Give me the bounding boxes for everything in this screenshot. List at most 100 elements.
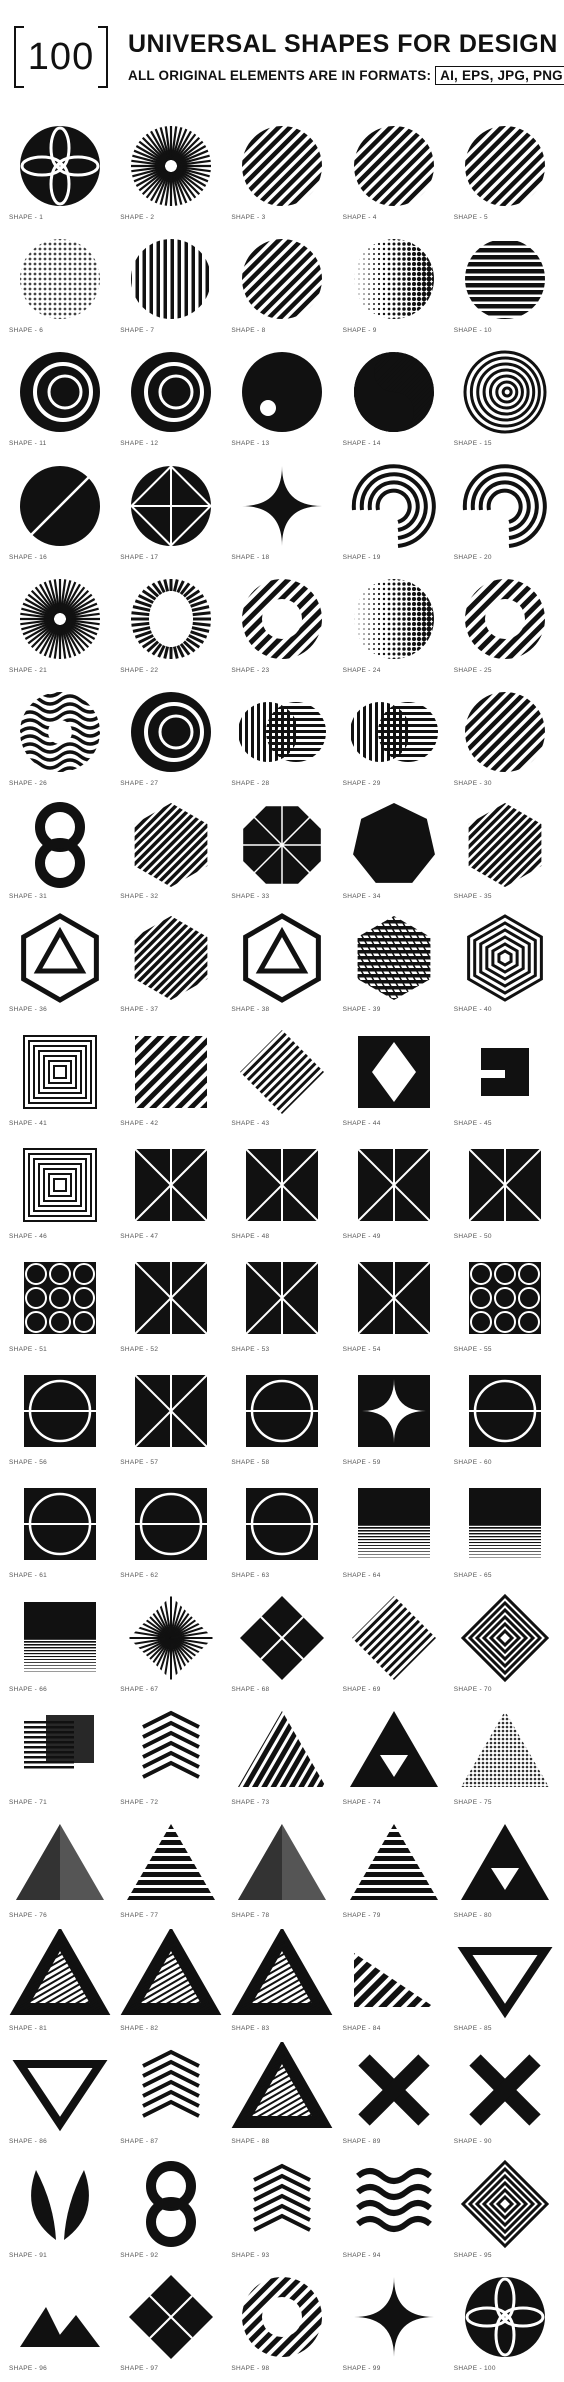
shape-graphic (4, 1703, 116, 1799)
shape-label: SHAPE - 64 (343, 1572, 381, 1579)
shape-label: SHAPE - 26 (9, 780, 47, 787)
shape-graphic (115, 571, 227, 667)
shape-label: SHAPE - 22 (120, 667, 158, 674)
shape-cell: SHAPE - 51 (4, 1250, 116, 1362)
shape-graphic (226, 344, 338, 440)
shape-graphic (115, 1137, 227, 1233)
shape-cell: SHAPE - 58 (226, 1363, 338, 1475)
shape-label: SHAPE - 83 (231, 2025, 269, 2032)
shape-graphic (115, 2042, 227, 2138)
shape-cell: SHAPE - 23 (226, 571, 338, 683)
shape-label: SHAPE - 58 (231, 1459, 269, 1466)
shape-label: SHAPE - 81 (9, 2025, 47, 2032)
shape-label: SHAPE - 6 (9, 327, 43, 334)
shape-graphic (449, 1363, 561, 1459)
shape-cell: SHAPE - 41 (4, 1024, 116, 1136)
shape-label: SHAPE - 56 (9, 1459, 47, 1466)
shape-cell: SHAPE - 13 (226, 344, 338, 456)
shape-cell: SHAPE - 62 (115, 1476, 227, 1588)
shape-graphic (449, 910, 561, 1006)
shape-graphic (226, 1476, 338, 1572)
shape-cell: SHAPE - 88 (226, 2042, 338, 2154)
shape-label: SHAPE - 70 (454, 1686, 492, 1693)
shape-label: SHAPE - 43 (231, 1120, 269, 1127)
shape-cell: SHAPE - 71 (4, 1703, 116, 1815)
shape-graphic (449, 2042, 561, 2138)
shape-cell: SHAPE - 90 (449, 2042, 561, 2154)
shape-graphic (338, 344, 450, 440)
shape-graphic (115, 1590, 227, 1686)
shape-graphic (338, 1816, 450, 1912)
shape-graphic (449, 1250, 561, 1346)
shape-label: SHAPE - 4 (343, 214, 377, 221)
shape-graphic (226, 231, 338, 327)
shape-cell: SHAPE - 12 (115, 344, 227, 456)
shape-cell: SHAPE - 32 (115, 797, 227, 909)
shape-cell: SHAPE - 82 (115, 1929, 227, 2041)
shape-graphic (226, 910, 338, 1006)
shape-label: SHAPE - 16 (9, 554, 47, 561)
shape-cell: SHAPE - 63 (226, 1476, 338, 1588)
shape-label: SHAPE - 77 (120, 1912, 158, 1919)
shape-label: SHAPE - 28 (231, 780, 269, 787)
shape-label: SHAPE - 57 (120, 1459, 158, 1466)
shape-label: SHAPE - 42 (120, 1120, 158, 1127)
shape-label: SHAPE - 79 (343, 1912, 381, 1919)
shape-label: SHAPE - 1 (9, 214, 43, 221)
shape-graphic (115, 458, 227, 554)
shape-cell: SHAPE - 2 (115, 118, 227, 230)
shape-graphic (449, 1137, 561, 1233)
shape-label: SHAPE - 18 (231, 554, 269, 561)
shape-graphic (4, 1024, 116, 1120)
shape-label: SHAPE - 91 (9, 2252, 47, 2259)
shape-label: SHAPE - 11 (9, 440, 47, 447)
shape-cell: SHAPE - 16 (4, 458, 116, 570)
shape-graphic (226, 797, 338, 893)
shape-graphic (4, 1816, 116, 1912)
shape-cell: SHAPE - 17 (115, 458, 227, 570)
shape-cell: SHAPE - 40 (449, 910, 561, 1022)
shape-label: SHAPE - 84 (343, 2025, 381, 2032)
shape-label: SHAPE - 92 (120, 2252, 158, 2259)
shape-graphic (4, 910, 116, 1006)
shape-cell: SHAPE - 18 (226, 458, 338, 570)
shape-graphic (449, 1929, 561, 2025)
shape-cell: SHAPE - 28 (226, 684, 338, 796)
shape-label: SHAPE - 96 (9, 2365, 47, 2372)
shape-label: SHAPE - 54 (343, 1346, 381, 1353)
shape-graphic (4, 344, 116, 440)
shape-graphic (338, 571, 450, 667)
shape-label: SHAPE - 14 (343, 440, 381, 447)
shape-cell: SHAPE - 92 (115, 2156, 227, 2268)
shape-graphic (338, 1703, 450, 1799)
shape-cell: SHAPE - 96 (4, 2269, 116, 2381)
shape-label: SHAPE - 94 (343, 2252, 381, 2259)
shape-graphic (226, 571, 338, 667)
shape-graphic (115, 344, 227, 440)
shape-label: SHAPE - 31 (9, 893, 47, 900)
shape-cell: SHAPE - 19 (338, 458, 450, 570)
shape-cell: SHAPE - 7 (115, 231, 227, 343)
shape-label: SHAPE - 13 (231, 440, 269, 447)
shape-label: SHAPE - 73 (231, 1799, 269, 1806)
shape-cell: SHAPE - 59 (338, 1363, 450, 1475)
shape-cell: SHAPE - 65 (449, 1476, 561, 1588)
shape-cell: SHAPE - 5 (449, 118, 561, 230)
shape-cell: SHAPE - 11 (4, 344, 116, 456)
shape-cell: SHAPE - 31 (4, 797, 116, 909)
shape-graphic (449, 797, 561, 893)
shape-label: SHAPE - 49 (343, 1233, 381, 1240)
shape-label: SHAPE - 50 (454, 1233, 492, 1240)
shape-label: SHAPE - 74 (343, 1799, 381, 1806)
shape-graphic (449, 2156, 561, 2252)
shape-label: SHAPE - 17 (120, 554, 158, 561)
shape-cell: SHAPE - 66 (4, 1590, 116, 1702)
shape-cell: SHAPE - 69 (338, 1590, 450, 1702)
shape-cell: SHAPE - 52 (115, 1250, 227, 1362)
shape-label: SHAPE - 55 (454, 1346, 492, 1353)
shape-cell: SHAPE - 98 (226, 2269, 338, 2381)
shape-label: SHAPE - 45 (454, 1120, 492, 1127)
shape-label: SHAPE - 38 (231, 1006, 269, 1013)
shape-graphic (4, 1250, 116, 1346)
